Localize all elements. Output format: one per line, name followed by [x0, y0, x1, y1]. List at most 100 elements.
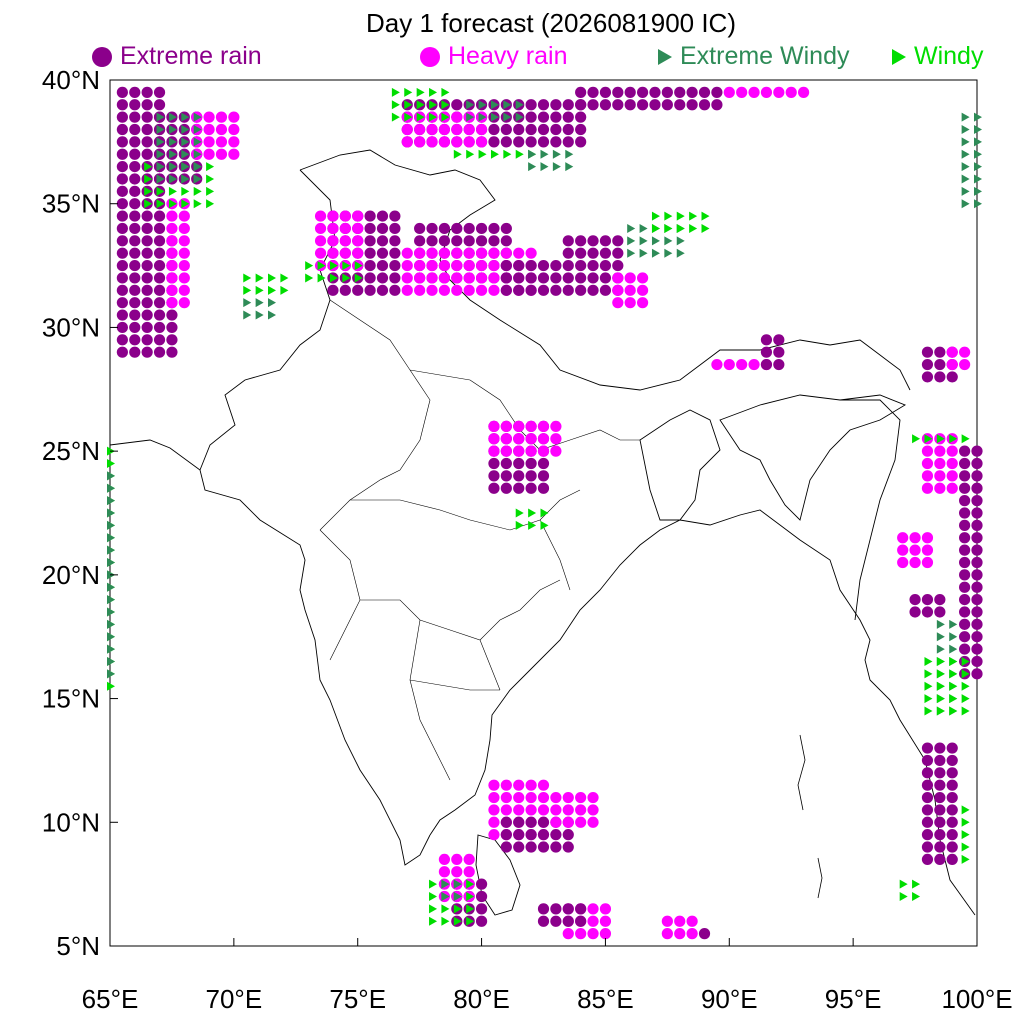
extreme-rain-marker	[587, 247, 599, 259]
extreme-windy-marker	[156, 124, 165, 134]
lon-tick-label: 100°E	[941, 984, 1012, 1014]
extreme-windy-marker	[156, 162, 165, 172]
extreme-rain-marker	[488, 457, 500, 470]
windy-marker	[280, 273, 289, 283]
heavy-rain-marker	[438, 247, 451, 259]
legend-extreme-windy-label: Extreme Windy	[680, 42, 850, 70]
heavy-rain-marker	[537, 433, 550, 445]
heavy-rain-marker	[203, 148, 215, 160]
extreme-rain-marker	[116, 123, 128, 136]
extreme-rain-marker	[376, 222, 389, 235]
heavy-rain-marker	[599, 903, 612, 915]
heavy-rain-marker	[352, 235, 364, 247]
extreme-rain-marker	[959, 482, 971, 494]
heavy-rain-marker	[760, 86, 773, 98]
windy-marker	[912, 434, 921, 444]
extreme-rain-marker	[698, 928, 711, 940]
extreme-rain-marker	[537, 470, 550, 482]
heavy-rain-marker	[488, 433, 500, 445]
extreme-rain-marker	[364, 247, 376, 259]
extreme-rain-marker	[500, 259, 512, 272]
heavy-rain-marker	[798, 86, 810, 98]
extreme-rain-marker	[475, 222, 488, 235]
windy-marker	[924, 706, 933, 716]
extreme-rain-marker	[513, 482, 525, 494]
heavy-rain-marker	[513, 420, 525, 432]
extreme-rain-marker	[129, 198, 141, 210]
heavy-rain-marker	[166, 222, 178, 235]
extreme-windy-marker	[478, 112, 487, 122]
extreme-rain-marker	[946, 841, 958, 853]
extreme-rain-marker	[921, 346, 934, 358]
heavy-rain-marker	[488, 791, 500, 804]
extreme-windy-marker	[974, 149, 982, 159]
heavy-rain-marker	[426, 123, 438, 136]
extreme-rain-marker	[141, 222, 153, 235]
extreme-rain-marker	[636, 99, 649, 111]
heavy-rain-marker	[339, 222, 351, 235]
extreme-rain-marker	[934, 754, 946, 767]
extreme-rain-marker	[500, 841, 512, 853]
extreme-windy-marker	[565, 149, 574, 159]
extreme-windy-marker	[107, 483, 115, 493]
extreme-rain-marker	[129, 123, 141, 136]
windy-marker	[193, 186, 202, 196]
extreme-rain-marker	[129, 235, 141, 247]
windy-marker	[466, 904, 475, 914]
windy-marker	[453, 916, 462, 926]
extreme-rain-marker	[513, 284, 525, 296]
extreme-windy-marker	[181, 137, 190, 147]
windy-marker	[255, 273, 264, 283]
heavy-rain-marker	[352, 222, 364, 235]
extreme-windy-marker	[639, 236, 648, 246]
heavy-rain-marker	[500, 445, 512, 457]
heavy-rain-marker	[587, 804, 599, 816]
extreme-rain-marker	[562, 136, 574, 148]
extreme-rain-marker	[550, 99, 562, 111]
windy-marker	[961, 434, 970, 444]
extreme-rain-marker	[946, 853, 958, 866]
extreme-rain-marker	[562, 247, 574, 259]
heavy-rain-marker	[401, 247, 413, 259]
extreme-rain-marker	[500, 482, 512, 494]
windy-marker	[924, 669, 933, 679]
extreme-windy-marker	[441, 879, 450, 889]
extreme-rain-marker	[116, 173, 128, 185]
heavy-rain-marker	[166, 235, 178, 247]
extreme-windy-marker	[181, 162, 190, 172]
extreme-windy-marker	[949, 632, 958, 642]
extreme-windy-marker	[627, 223, 636, 233]
extreme-rain-marker	[921, 606, 934, 618]
heavy-rain-marker	[463, 284, 475, 296]
windy-marker	[515, 508, 524, 518]
extreme-rain-marker	[153, 235, 166, 247]
extreme-rain-marker	[116, 99, 128, 111]
extreme-windy-marker	[193, 112, 202, 122]
heavy-rain-marker	[314, 247, 327, 259]
extreme-rain-marker	[773, 346, 785, 358]
extreme-windy-marker	[168, 137, 177, 147]
heavy-rain-marker	[624, 272, 636, 284]
lat-tick-label: 35°N	[42, 189, 100, 219]
lat-tick-label: 25°N	[42, 436, 100, 466]
heavy-rain-marker	[500, 433, 512, 445]
myanmar-outline	[840, 399, 901, 621]
windy-marker	[466, 879, 475, 889]
heavy-rain-marker	[488, 420, 500, 432]
map-title: Day 1 forecast (2026081900 IC)	[366, 8, 736, 38]
extreme-rain-marker	[352, 284, 364, 296]
extreme-rain-marker	[599, 247, 612, 259]
windy-marker	[144, 186, 153, 196]
extreme-rain-marker	[946, 767, 958, 779]
extreme-rain-marker	[513, 457, 525, 470]
extreme-windy-marker	[193, 174, 202, 184]
extreme-windy-marker	[961, 124, 970, 134]
extreme-rain-marker	[116, 297, 128, 309]
heavy-rain-marker	[785, 86, 797, 98]
heavy-rain-marker	[500, 247, 512, 259]
windy-marker	[528, 508, 537, 518]
extreme-rain-marker	[463, 235, 475, 247]
state-borders	[319, 299, 640, 781]
extreme-windy-marker	[627, 236, 636, 246]
windy-marker	[949, 434, 958, 444]
